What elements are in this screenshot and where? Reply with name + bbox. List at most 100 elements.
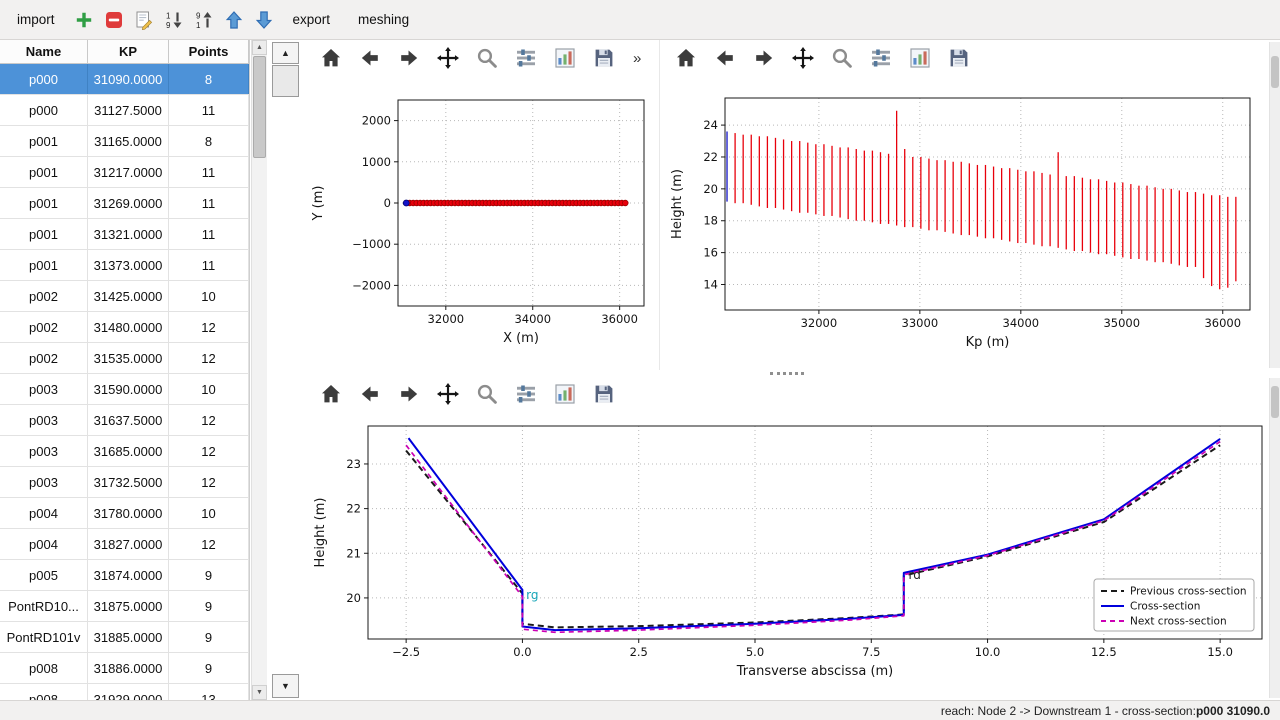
scroll-up-icon[interactable]: ▲	[252, 40, 267, 55]
home-button[interactable]	[674, 46, 698, 70]
plan-view-chart[interactable]: 32000 34000 36000 −2000 −1000 0 1000 2000 X (m) Y…	[305, 76, 659, 368]
table-row[interactable]: p004 31780.0000 10	[0, 498, 249, 529]
cell-name: p001	[0, 219, 88, 249]
move-up-button[interactable]	[224, 10, 244, 30]
pane-scrollbar-thumb[interactable]	[272, 65, 299, 97]
bottom-right-scrollbar-thumb[interactable]	[1271, 386, 1279, 418]
save-button[interactable]	[592, 382, 616, 406]
back-button[interactable]	[358, 382, 382, 406]
horizontal-splitter[interactable]	[305, 370, 1269, 377]
table-row[interactable]: p002 31535.0000 12	[0, 343, 249, 374]
back-button[interactable]	[358, 46, 382, 70]
zoom-button[interactable]	[830, 46, 854, 70]
cell-points: 9	[169, 622, 249, 652]
column-header-kp[interactable]: KP	[88, 40, 169, 63]
table-scrollbar-thumb[interactable]	[253, 56, 266, 158]
zoom-button[interactable]	[475, 46, 499, 70]
column-header-name[interactable]: Name	[0, 40, 88, 63]
pan-button[interactable]	[436, 382, 460, 406]
cell-kp: 31480.0000	[88, 312, 169, 342]
svg-text:33000: 33000	[902, 316, 939, 330]
table-row[interactable]: p000 31090.0000 8	[0, 64, 249, 95]
table-row[interactable]: p003 31590.0000 10	[0, 374, 249, 405]
pan-button[interactable]	[436, 46, 460, 70]
home-button[interactable]	[319, 382, 343, 406]
delete-cross-section-button[interactable]	[104, 10, 124, 30]
customize-button[interactable]	[553, 46, 577, 70]
pan-button[interactable]	[791, 46, 815, 70]
table-row[interactable]: p001 31373.0000 11	[0, 250, 249, 281]
svg-text:−1000: −1000	[352, 237, 391, 251]
table-row[interactable]: p001 31269.0000 11	[0, 188, 249, 219]
cell-points: 12	[169, 529, 249, 559]
cell-name: p003	[0, 436, 88, 466]
cell-name: p001	[0, 188, 88, 218]
subplots-icon	[517, 385, 535, 403]
table-row[interactable]: p001 31165.0000 8	[0, 126, 249, 157]
export-button[interactable]: export	[284, 9, 340, 30]
table-row[interactable]: PontRD101v 31885.0000 9	[0, 622, 249, 653]
scroll-down-icon[interactable]: ▼	[252, 685, 267, 700]
back-button[interactable]	[713, 46, 737, 70]
svg-text:14: 14	[703, 277, 718, 291]
cell-points: 11	[169, 219, 249, 249]
table-row[interactable]: p003 31732.5000 12	[0, 467, 249, 498]
zoom-button[interactable]	[475, 382, 499, 406]
table-row[interactable]: p002 31425.0000 10	[0, 281, 249, 312]
table-row[interactable]: p008 31886.0000 9	[0, 653, 249, 684]
svg-text:34000: 34000	[1003, 316, 1040, 330]
column-header-points[interactable]: Points	[169, 40, 249, 63]
table-row[interactable]: p004 31827.0000 12	[0, 529, 249, 560]
subplots-button[interactable]	[514, 46, 538, 70]
cell-name: p005	[0, 560, 88, 590]
import-button[interactable]: import	[8, 9, 64, 30]
forward-button[interactable]	[397, 46, 421, 70]
customize-button[interactable]	[908, 46, 932, 70]
pane-scroll-down-icon[interactable]: ▼	[272, 674, 299, 698]
table-row[interactable]: p000 31127.5000 11	[0, 95, 249, 126]
save-button[interactable]	[592, 46, 616, 70]
table-row[interactable]: p002 31480.0000 12	[0, 312, 249, 343]
splitter-grip-icon[interactable]	[770, 372, 804, 375]
forward-button[interactable]	[752, 46, 776, 70]
table-row[interactable]: p003 31637.5000 12	[0, 405, 249, 436]
cross-section-chart[interactable]: −2.5 0.0 2.5 5.0 7.5 10.0 12.5 15.0 20 21 22 23 Tran…	[305, 411, 1270, 696]
svg-text:Height (m): Height (m)	[670, 169, 685, 239]
forward-button[interactable]	[397, 382, 421, 406]
cell-kp: 31535.0000	[88, 343, 169, 373]
cell-name: p008	[0, 653, 88, 683]
svg-text:Previous cross-section: Previous cross-section	[1130, 586, 1247, 598]
customize-button[interactable]	[553, 382, 577, 406]
table-row[interactable]: p001 31321.0000 11	[0, 219, 249, 250]
table-row[interactable]: p003 31685.0000 12	[0, 436, 249, 467]
zoom-icon	[832, 48, 852, 68]
home-button[interactable]	[319, 46, 343, 70]
subplots-button[interactable]	[514, 382, 538, 406]
long-profile-chart[interactable]: 32000 33000 34000 35000 36000 14 16 18 20 22 24 Kp …	[660, 76, 1260, 368]
add-cross-section-button[interactable]	[74, 10, 94, 30]
top-right-scrollbar[interactable]	[1269, 42, 1280, 368]
edit-cross-section-button[interactable]	[134, 10, 154, 30]
table-row[interactable]: PontRD10... 31875.0000 9	[0, 591, 249, 622]
svg-text:rg: rg	[526, 588, 538, 602]
move-down-button[interactable]	[254, 10, 274, 30]
save-button[interactable]	[947, 46, 971, 70]
plan-view-panel: » 32000 34000 36000 −2000 −1000 0 1000 2000 X (m…	[305, 40, 659, 370]
cell-kp: 31090.0000	[88, 64, 169, 94]
bottom-right-scrollbar[interactable]	[1269, 378, 1280, 698]
cell-kp: 31217.0000	[88, 157, 169, 187]
subplots-button[interactable]	[869, 46, 893, 70]
table-row[interactable]: p008 31929.0000 13	[0, 684, 249, 700]
cell-points: 11	[169, 95, 249, 125]
toolbar-overflow-chevron[interactable]: »	[633, 49, 642, 67]
top-right-scrollbar-thumb[interactable]	[1271, 56, 1279, 88]
pan-icon	[436, 46, 460, 70]
pane-scroll-up-icon[interactable]: ▲	[272, 42, 299, 64]
table-scrollbar[interactable]: ▲ ▼	[251, 40, 267, 700]
table-row[interactable]: p001 31217.0000 11	[0, 157, 249, 188]
table-row[interactable]: p005 31874.0000 9	[0, 560, 249, 591]
pane-scrollbar[interactable]: ▲ ▼	[272, 42, 299, 698]
meshing-button[interactable]: meshing	[349, 9, 418, 30]
